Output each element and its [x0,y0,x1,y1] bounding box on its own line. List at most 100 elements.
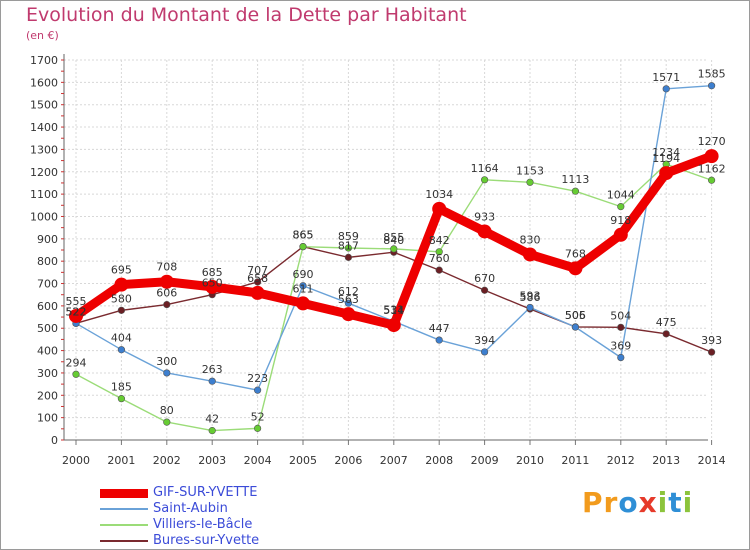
x-tick-label: 2006 [334,454,362,467]
data-point-saint-aubin [163,369,171,377]
data-point-villiers-le-b-cle [617,203,625,211]
axes: 0 100 200 300 400 500 600 700 800 900 1000 1100 1200… [30,54,726,467]
data-point-villiers-le-b-cle [163,418,171,426]
data-label-bures-sur-yvette: 670 [474,272,495,285]
data-label-gif-sur-yvette: 933 [474,210,495,223]
data-point-bures-sur-yvette [617,323,625,331]
series-points [69,82,719,435]
grid [64,59,713,441]
data-label-bures-sur-yvette: 606 [156,287,177,300]
y-tick-label: 1700 [30,54,58,67]
data-label-villiers-le-b-cle: 1162 [698,162,726,175]
data-point-villiers-le-b-cle [526,178,534,186]
data-label-bures-sur-yvette: 650 [202,277,223,290]
data-label-saint-aubin: 505 [565,309,586,322]
data-point-bures-sur-yvette [435,266,443,274]
y-tick-label: 1000 [30,210,58,223]
y-tick-label: 900 [37,233,58,246]
data-label-villiers-le-b-cle: 855 [383,231,404,244]
data-label-saint-aubin: 522 [66,305,87,318]
data-label-villiers-le-b-cle: 1153 [516,164,544,177]
legend-label: GIF-SUR-YVETTE [153,485,258,500]
y-tick-label: 0 [51,434,58,447]
data-label-saint-aubin: 223 [247,372,268,385]
data-label-bures-sur-yvette: 580 [111,292,132,305]
data-label-bures-sur-yvette: 522 [66,305,87,318]
data-label-villiers-le-b-cle: 842 [429,234,450,247]
data-label-gif-sur-yvette: 918 [610,214,631,227]
x-tick-label: 2004 [244,454,272,467]
data-label-villiers-le-b-cle: 185 [111,381,132,394]
proxiti-logo: Proxiti [582,486,693,519]
x-tick-label: 2011 [561,454,589,467]
data-point-saint-aubin [299,282,307,290]
logo-letter: i [682,486,694,519]
legend-label: Bures-sur-Yvette [153,533,260,548]
x-tick-label: 2000 [62,454,90,467]
data-point-saint-aubin [662,85,670,93]
data-label-saint-aubin: 531 [383,303,404,316]
data-point-saint-aubin [208,377,216,385]
logo-letter: i [657,486,669,519]
data-point-saint-aubin [617,353,625,362]
y-tick-label: 1400 [30,121,58,134]
data-point-bures-sur-yvette [163,300,171,309]
data-label-gif-sur-yvette: 768 [565,247,586,260]
y-tick-label: 700 [37,278,58,291]
x-tick-label: 2010 [516,454,544,467]
data-label-bures-sur-yvette: 840 [383,234,404,247]
data-label-gif-sur-yvette: 563 [338,293,359,306]
data-point-bures-sur-yvette [662,330,670,338]
x-tick-label: 2007 [380,454,408,467]
data-label-villiers-le-b-cle: 859 [338,230,359,243]
data-label-bures-sur-yvette: 475 [656,316,677,329]
data-point-saint-aubin [254,386,262,394]
data-point-gif-sur-yvette [568,261,583,276]
x-tick-label: 2009 [471,454,499,467]
data-label-gif-sur-yvette: 611 [293,282,314,295]
data-point-saint-aubin [344,299,353,307]
data-label-gif-sur-yvette: 1194 [652,152,680,165]
data-label-villiers-le-b-cle: 1164 [471,162,499,175]
y-tick-label: 1100 [30,188,58,201]
y-tick-label: 200 [37,389,58,402]
data-point-gif-sur-yvette [613,227,628,242]
data-label-gif-sur-yvette: 555 [66,295,87,308]
data-point-villiers-le-b-cle [707,176,716,184]
data-label-saint-aubin: 447 [429,322,450,335]
data-label-villiers-le-b-cle: 52 [251,410,265,423]
data-label-gif-sur-yvette: 514 [383,304,404,317]
data-point-bures-sur-yvette [117,306,125,314]
y-tick-label: 300 [37,367,58,380]
data-point-gif-sur-yvette [159,274,174,289]
y-tick-label: 1300 [30,143,58,156]
data-label-villiers-le-b-cle: 865 [293,229,314,242]
logo-letter: o [618,486,639,519]
data-label-gif-sur-yvette: 830 [520,233,541,246]
data-label-saint-aubin: 1571 [652,71,680,84]
y-tick-label: 500 [37,322,58,335]
data-label-bures-sur-yvette: 865 [293,229,314,242]
data-label-saint-aubin: 593 [520,289,541,302]
data-label-gif-sur-yvette: 695 [111,264,132,277]
data-point-gif-sur-yvette [341,307,356,322]
data-point-villiers-le-b-cle [481,176,489,184]
data-label-bures-sur-yvette: 707 [247,264,268,277]
data-label-bures-sur-yvette: 504 [610,309,631,322]
x-tick-label: 2013 [652,454,680,467]
y-tick-label: 400 [37,345,58,358]
data-label-bures-sur-yvette: 393 [701,334,722,347]
data-label-villiers-le-b-cle: 42 [205,413,219,426]
data-point-gif-sur-yvette [69,308,83,323]
data-label-bures-sur-yvette: 506 [565,309,586,322]
logo-letter: P [582,486,604,519]
data-point-saint-aubin [481,348,489,356]
data-point-gif-sur-yvette [523,247,537,262]
data-point-gif-sur-yvette [114,277,129,292]
x-tick-label: 2002 [153,454,181,467]
data-label-villiers-le-b-cle: 1234 [652,146,680,159]
logo-letter: t [668,486,683,519]
data-label-saint-aubin: 300 [156,355,177,368]
unit-label: (en €) [26,29,59,42]
legend-swatch [100,524,148,526]
